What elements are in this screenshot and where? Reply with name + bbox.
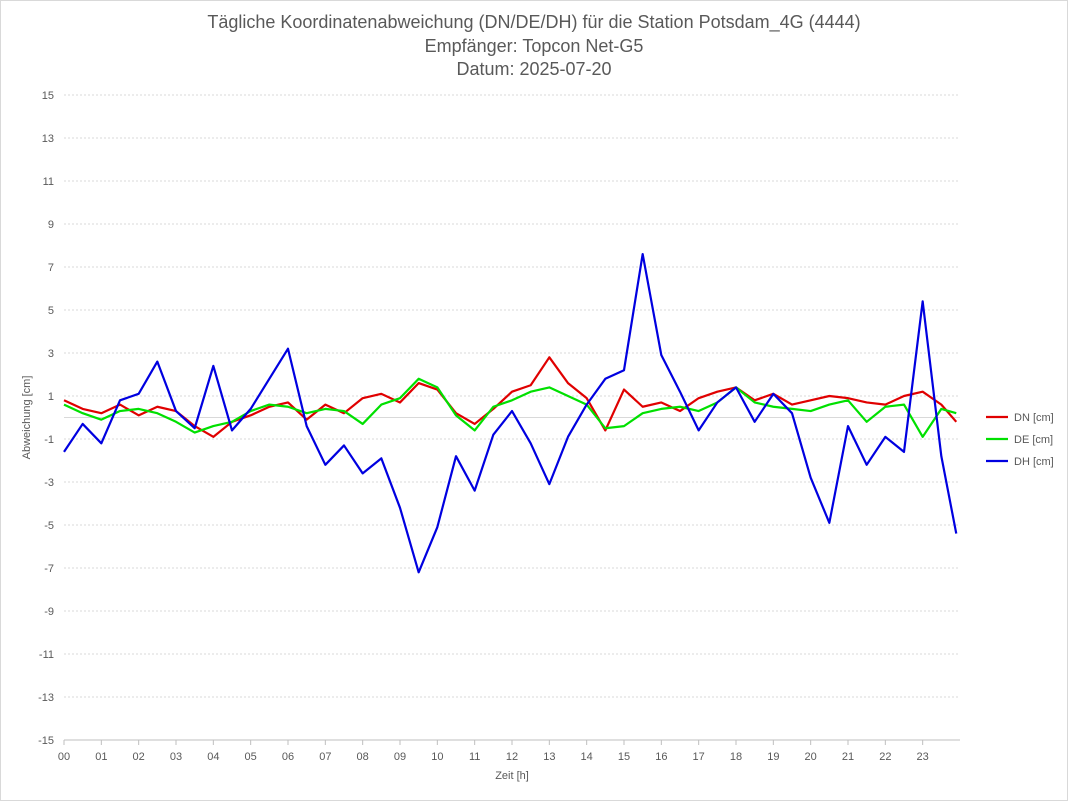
y-tick-label: -1 (44, 434, 54, 446)
x-tick-label: 08 (357, 751, 369, 763)
y-tick-label: 7 (48, 262, 54, 274)
y-tick-label: 15 (42, 90, 54, 102)
chart-subtitle-receiver: Empfänger: Topcon Net-G5 (424, 36, 644, 56)
y-axis-title: Abweichung [cm] (21, 376, 33, 460)
y-tick-label: -7 (44, 563, 54, 575)
x-tick-label: 23 (917, 751, 929, 763)
y-tick-label: 5 (48, 305, 54, 317)
y-tick-label: 1 (48, 391, 54, 403)
y-tick-label: -11 (39, 649, 54, 661)
y-tick-label: -13 (38, 692, 54, 704)
x-tick-label: 12 (506, 751, 518, 763)
x-axis-title: Zeit [h] (495, 770, 529, 782)
legend-label: DN [cm] (1014, 412, 1054, 424)
y-tick-label: -9 (44, 606, 54, 618)
x-tick-label: 17 (693, 751, 705, 763)
legend-label: DH [cm] (1014, 456, 1054, 468)
x-tick-label: 19 (767, 751, 779, 763)
y-tick-label: -15 (38, 735, 54, 747)
x-tick-label: 03 (170, 751, 182, 763)
x-tick-label: 15 (618, 751, 630, 763)
x-tick-label: 01 (95, 751, 107, 763)
x-tick-label: 21 (842, 751, 854, 763)
x-tick-label: 13 (543, 751, 555, 763)
series-line-dn (63, 356, 958, 438)
x-tick-label: 22 (879, 751, 891, 763)
series-line-dh (63, 253, 958, 574)
x-tick-label: 09 (394, 751, 406, 763)
x-tick-label: 00 (58, 751, 70, 763)
legend-label: DE [cm] (1014, 434, 1053, 446)
chart-subtitle-date: Datum: 2025-07-20 (456, 59, 612, 79)
x-tick-label: 20 (805, 751, 817, 763)
x-tick-label: 11 (469, 751, 480, 763)
x-tick-label: 07 (319, 751, 331, 763)
x-tick-label: 06 (282, 751, 294, 763)
series-line-de (63, 377, 957, 438)
x-tick-label: 16 (655, 751, 667, 763)
x-tick-label: 02 (133, 751, 145, 763)
y-tick-label: -5 (44, 520, 54, 532)
x-tick-label: 05 (245, 751, 257, 763)
y-tick-label: 9 (48, 219, 54, 231)
x-tick-label: 04 (207, 751, 219, 763)
y-tick-label: 3 (48, 348, 54, 360)
y-tick-label: 11 (43, 176, 54, 188)
x-tick-label: 14 (581, 751, 593, 763)
x-tick-label: 18 (730, 751, 742, 763)
chart-title: Tägliche Koordinatenabweichung (DN/DE/DH… (207, 12, 861, 32)
y-tick-label: -3 (44, 477, 54, 489)
y-tick-label: 13 (42, 133, 54, 145)
x-tick-label: 10 (431, 751, 443, 763)
